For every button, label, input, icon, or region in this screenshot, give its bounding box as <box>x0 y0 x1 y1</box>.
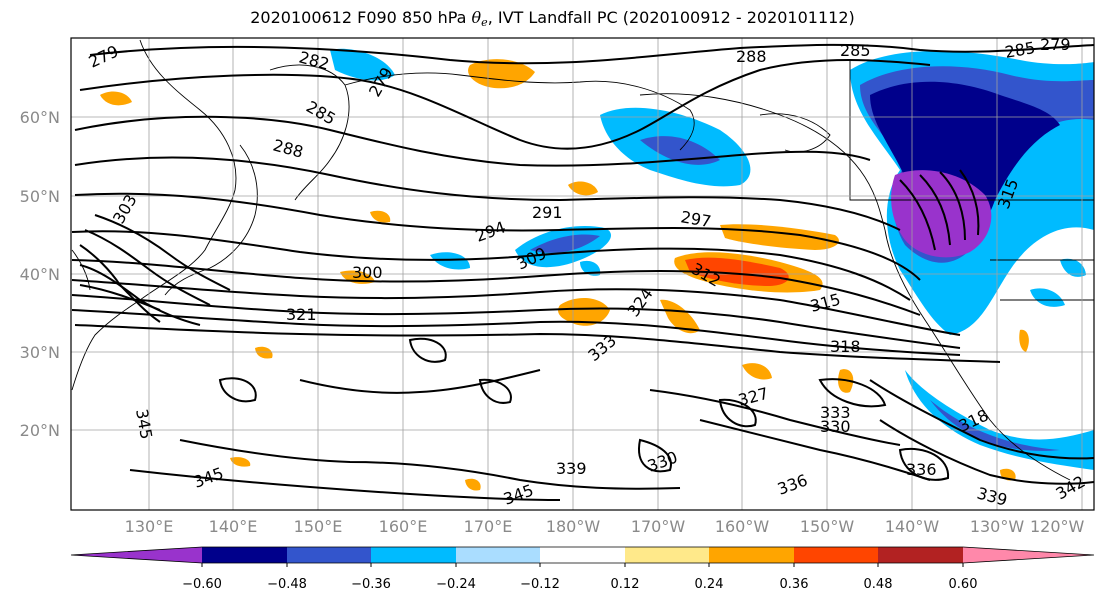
colorbar-tick: −0.12 <box>520 577 560 592</box>
contour-label: 318 <box>830 337 861 356</box>
colorbar-tick: 0.24 <box>695 577 724 592</box>
colorbar-tick: −0.48 <box>267 577 307 592</box>
map-frame <box>70 37 1095 511</box>
colorbar-segment <box>878 547 963 563</box>
contour-label: 333 <box>820 403 851 422</box>
lat-label: 30°N <box>20 343 60 362</box>
ivt-pc-shading <box>100 48 1094 491</box>
title-text: 2020100612 F090 850 hPa <box>250 8 472 27</box>
lat-label: 40°N <box>20 265 60 284</box>
colorbar-tick: −0.60 <box>182 577 222 592</box>
colorbar-segment <box>625 547 709 563</box>
lat-label: 20°N <box>20 421 60 440</box>
contour-label: 291 <box>532 203 563 222</box>
lon-label: 160°W <box>715 517 770 536</box>
graticule <box>71 38 1094 510</box>
lat-label: 60°N <box>20 108 60 127</box>
lon-label: 170°E <box>464 517 513 536</box>
contour-label: 330 <box>820 417 851 436</box>
colorbar-segment <box>71 547 202 563</box>
colorbar-tick: −0.24 <box>436 577 476 592</box>
latitude-labels: 60°N 50°N 40°N 30°N 20°N <box>20 108 60 440</box>
lon-label: 140°W <box>885 517 940 536</box>
colorbar-tick: 0.12 <box>611 577 640 592</box>
lon-label: 140°E <box>209 517 258 536</box>
colorbar-segment <box>540 547 625 563</box>
contour-label: 336 <box>906 460 937 479</box>
contour-label: 339 <box>556 459 587 478</box>
lon-label: 130°E <box>125 517 174 536</box>
title-subscript: e <box>481 16 488 29</box>
lon-label: 170°W <box>631 517 686 536</box>
colorbar-tick: −0.36 <box>351 577 391 592</box>
colorbar-segment <box>794 547 878 563</box>
map-panel: 279 282 279 285 288 288 285 285 279 291 … <box>71 35 1094 510</box>
lon-label: 160°E <box>379 517 428 536</box>
contour-label: 321 <box>286 305 317 324</box>
lon-label: 150°W <box>800 517 855 536</box>
title-theta-symbol: θ <box>471 8 482 27</box>
coastlines <box>71 39 1094 481</box>
lon-label: 150°E <box>294 517 343 536</box>
colorbar-segment <box>287 547 371 563</box>
colorbar-segment <box>202 547 287 563</box>
colorbar-segment <box>963 547 1094 563</box>
colorbar <box>70 546 1095 567</box>
colorbar-tick-labels: −0.60 −0.48 −0.36 −0.24 −0.12 0.12 0.24 … <box>182 577 977 592</box>
colorbar-tick: 0.48 <box>864 577 893 592</box>
title-period: , IVT Landfall PC (2020100912 - 20201011… <box>487 8 855 27</box>
colorbar-tick: 0.36 <box>780 577 809 592</box>
colorbar-segment <box>709 547 794 563</box>
lat-label: 50°N <box>20 187 60 206</box>
colorbar-segment <box>456 547 540 563</box>
lon-label: 120°W <box>1030 517 1085 536</box>
colorbar-tick: 0.60 <box>949 577 978 592</box>
colorbar-segment <box>371 547 456 563</box>
lon-label: 130°W <box>970 517 1025 536</box>
contour-label: 285 <box>840 41 871 60</box>
contour-label: 279 <box>1040 35 1071 54</box>
lon-label: 180°W <box>546 517 601 536</box>
map-title: 2020100612 F090 850 hPa θe, IVT Landfall… <box>0 8 1105 29</box>
theta-e-contours <box>71 43 1094 501</box>
contour-label: 285 <box>1003 38 1036 62</box>
contour-label: 288 <box>736 47 767 66</box>
longitude-labels: 130°E 140°E 150°E 160°E 170°E 180°W 170°… <box>125 517 1085 536</box>
contour-label: 300 <box>352 263 383 282</box>
